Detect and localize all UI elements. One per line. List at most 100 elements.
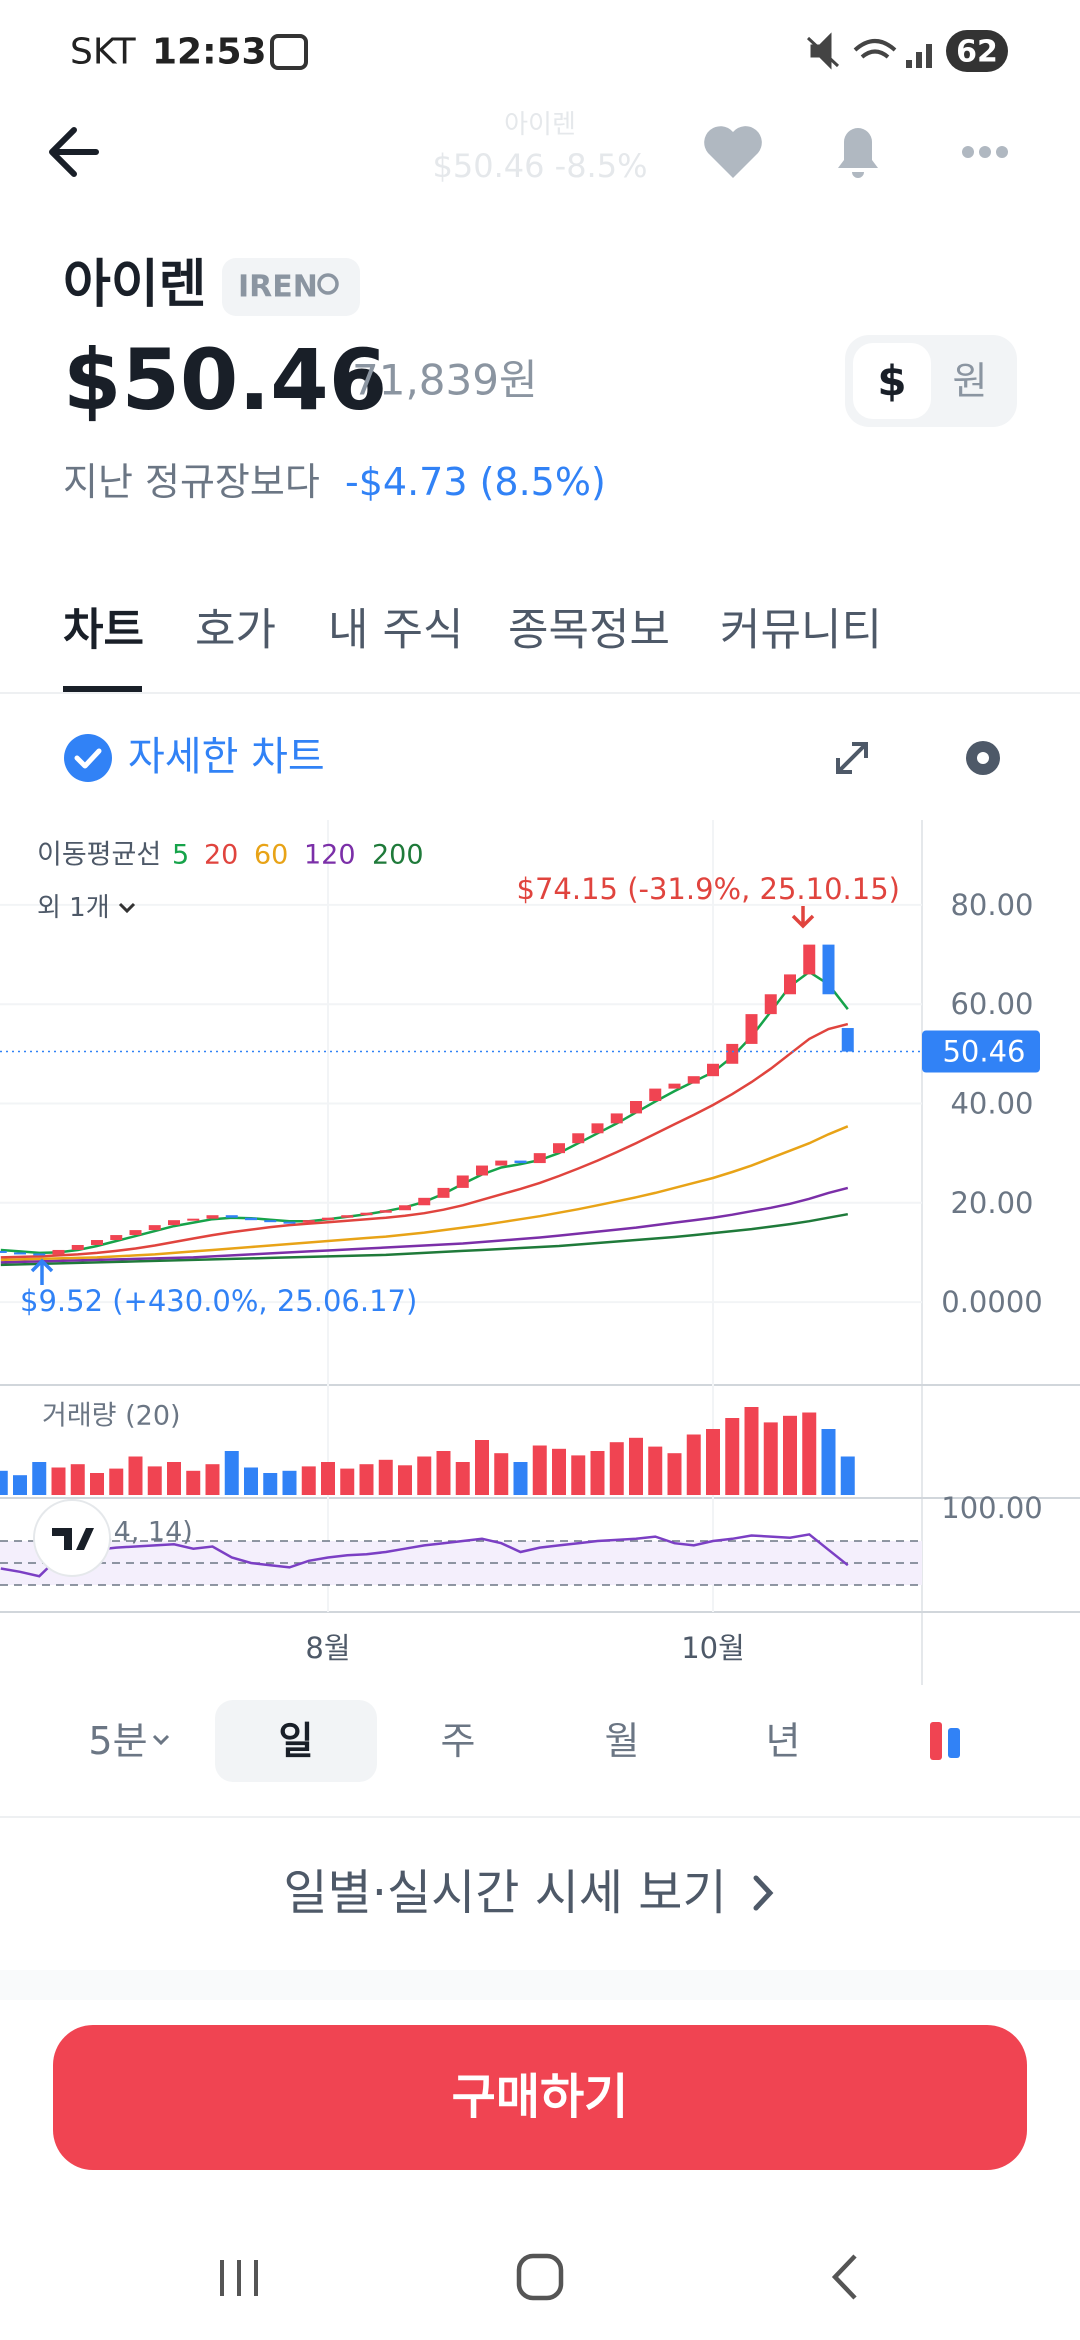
- legend-entry: 20: [204, 840, 238, 871]
- volume-bar: [455, 1462, 470, 1495]
- section-gap: [0, 1970, 1080, 2000]
- back-button[interactable]: [49, 127, 99, 177]
- period[interactable]: 월: [605, 1719, 640, 1763]
- y-tick-label: 0.0000: [941, 1285, 1042, 1319]
- check-icon[interactable]: [64, 734, 112, 782]
- currency-krw[interactable]: 원: [953, 359, 988, 403]
- volume-bar: [398, 1465, 412, 1495]
- buy-button[interactable]: [53, 2025, 1027, 2170]
- volume-bar: [783, 1415, 797, 1495]
- volume-bar: [590, 1451, 605, 1495]
- rsi-band: [0, 1541, 922, 1585]
- volume-bar: [648, 1446, 663, 1495]
- wifi-icon: [853, 39, 897, 59]
- mute-icon: [806, 32, 840, 70]
- moving-average: [0, 1022, 849, 1259]
- candle: [745, 1014, 758, 1044]
- currency-usd[interactable]: $: [877, 357, 906, 406]
- chart-style-blue[interactable]: [948, 1728, 960, 1758]
- detail-toggle[interactable]: 자세한 차트: [128, 734, 325, 780]
- moving-average: [0, 1186, 849, 1264]
- chart-style-red[interactable]: [930, 1722, 942, 1760]
- candle: [437, 1187, 450, 1198]
- candle: [283, 1221, 296, 1224]
- candle: [187, 1218, 200, 1221]
- expand-button[interactable]: [836, 742, 868, 774]
- tab[interactable]: 내 주식: [328, 605, 463, 656]
- signal-icon: [906, 44, 932, 68]
- candle: [572, 1133, 585, 1144]
- mini-price: $50.46 -8.5%: [433, 147, 648, 185]
- check-mark: [74, 748, 102, 769]
- period[interactable]: 일: [279, 1719, 314, 1763]
- nav-back[interactable]: [831, 2254, 857, 2300]
- candle: [803, 944, 816, 975]
- candle: [71, 1244, 84, 1250]
- volume-bar: [263, 1473, 278, 1495]
- volume-bar: [147, 1466, 162, 1495]
- volume-bar: [609, 1442, 624, 1495]
- candle: [379, 1210, 392, 1213]
- alert-button[interactable]: [838, 128, 878, 178]
- last-price-tag: [922, 1030, 1040, 1073]
- settings-button[interactable]: [966, 741, 1000, 775]
- tab[interactable]: 커뮤니티: [720, 605, 882, 656]
- volume-bar: [571, 1455, 586, 1495]
- nav-home[interactable]: [516, 2253, 564, 2301]
- volume-bar: [359, 1464, 374, 1495]
- candle: [399, 1205, 411, 1211]
- volume-bar: [552, 1448, 566, 1495]
- more-button[interactable]: [962, 146, 1008, 158]
- volume-bar: [244, 1467, 258, 1495]
- candle: [360, 1212, 373, 1216]
- candle: [245, 1217, 257, 1221]
- tab[interactable]: 종목정보: [508, 605, 670, 656]
- legend-entry: 200: [372, 840, 424, 871]
- volume-bar: [436, 1451, 451, 1495]
- candle: [784, 974, 796, 995]
- candle: [264, 1220, 277, 1223]
- favorite-button[interactable]: [704, 126, 762, 178]
- candle: [591, 1123, 604, 1134]
- low-arrow: [30, 1258, 54, 1285]
- change: -$4.73 (8.5%): [345, 460, 606, 504]
- volume-bar: [51, 1467, 66, 1495]
- volume-bar: [301, 1466, 316, 1495]
- nav-recent[interactable]: [220, 2260, 258, 2296]
- y-tick-label: 20.00: [950, 1186, 1033, 1220]
- x-tick-label: 8월: [305, 1631, 350, 1665]
- ticker: IREN: [238, 270, 318, 305]
- high-arrow: [791, 906, 815, 929]
- candle: [168, 1220, 180, 1226]
- candle: [476, 1165, 488, 1176]
- period[interactable]: 주: [441, 1719, 476, 1763]
- candle: [0, 1250, 7, 1253]
- rsi-tick-label: 100.00: [941, 1491, 1042, 1525]
- y-tick-label: 80.00: [950, 888, 1033, 922]
- candle: [302, 1220, 315, 1223]
- candle: [148, 1225, 161, 1231]
- y-tick-label: 40.00: [950, 1086, 1033, 1120]
- volume-bar: [686, 1434, 701, 1495]
- battery-level: 62: [956, 35, 998, 70]
- volume-bar: [629, 1437, 643, 1495]
- legend-more[interactable]: 외 1개: [37, 893, 110, 923]
- carrier: SKT: [70, 32, 137, 73]
- candle: [841, 1028, 854, 1052]
- volume-bar: [70, 1464, 85, 1495]
- volume-bar: [378, 1459, 393, 1495]
- candle: [553, 1143, 565, 1154]
- period[interactable]: 5분: [88, 1719, 147, 1763]
- legend-entry: 5: [172, 840, 189, 871]
- period[interactable]: 년: [766, 1719, 801, 1763]
- daily-link[interactable]: 일별·실시간 시세 보기: [283, 1865, 726, 1921]
- tab[interactable]: 호가: [195, 605, 276, 656]
- candle: [533, 1153, 546, 1164]
- tab[interactable]: 차트: [63, 605, 144, 656]
- mini-title: 아이렌: [504, 110, 576, 140]
- volume-bar: [667, 1453, 682, 1495]
- ticker-pill[interactable]: [222, 258, 360, 316]
- candle: [14, 1252, 26, 1255]
